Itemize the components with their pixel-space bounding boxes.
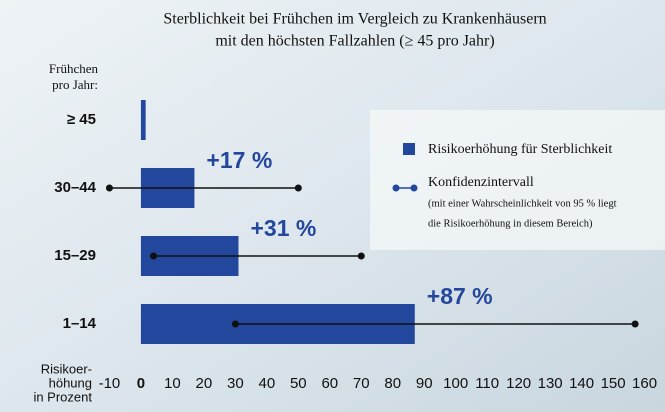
value-label: +31 %: [251, 215, 317, 241]
x-axis-label: höhung: [49, 375, 92, 390]
legend-note: die Risikoerhöhung in diesem Bereich): [428, 218, 593, 229]
value-label: +17 %: [206, 147, 272, 173]
chart: Sterblichkeit bei Frühchen im Vergleich …: [0, 0, 665, 412]
x-tick-label: 150: [601, 375, 626, 392]
x-tick-label: 60: [321, 375, 338, 392]
y-tick-label: 1–14: [63, 315, 97, 332]
x-tick-label: 40: [258, 375, 275, 392]
x-axis-label: Risikoer-: [41, 361, 92, 376]
ci-high-dot: [632, 321, 639, 328]
x-tick-label: 70: [353, 375, 370, 392]
x-axis-label: in Prozent: [33, 389, 92, 404]
ci-high-dot: [358, 253, 365, 260]
x-tick-label: 30: [227, 375, 244, 392]
ci-low-dot: [232, 321, 239, 328]
ci-low-dot: [150, 253, 157, 260]
x-tick-label: 110: [475, 375, 499, 392]
x-tick-label: 90: [416, 375, 433, 392]
legend-swatch: [403, 143, 415, 155]
legend-label: Risikoerhöhung für Sterblichkeit: [428, 142, 612, 157]
y-tick-label: 30–44: [54, 179, 96, 196]
x-tick-label: 140: [569, 375, 594, 392]
y-tick-label: 15–29: [54, 247, 96, 264]
bar: [141, 100, 146, 140]
y-axis-label: pro Jahr:: [52, 77, 98, 92]
x-tick-label: 130: [538, 375, 563, 392]
x-tick-label: 160: [632, 375, 657, 392]
ci-high-dot: [295, 185, 302, 192]
x-tick-label: 20: [196, 375, 213, 392]
page: Sterblichkeit bei Frühchen im Vergleich …: [0, 0, 665, 412]
x-tick-label: 100: [443, 375, 468, 392]
chart-title: Sterblichkeit bei Frühchen im Vergleich …: [163, 11, 546, 28]
legend-ci-dot: [411, 185, 418, 192]
value-label: +87 %: [427, 283, 493, 309]
x-tick-label: -10: [99, 375, 121, 392]
legend-note: (mit einer Wahrscheinlichkeit von 95 % l…: [428, 198, 617, 209]
chart-title: mit den höchsten Fallzahlen (≥ 45 pro Ja…: [215, 33, 494, 50]
legend-ci-dot: [393, 185, 400, 192]
ci-low-dot: [106, 185, 113, 192]
x-tick-label: 50: [290, 375, 307, 392]
x-tick-label: 0: [137, 375, 145, 392]
legend-label: Konfidenzintervall: [428, 175, 534, 190]
y-tick-label: ≥ 45: [67, 111, 96, 128]
x-tick-label: 80: [384, 375, 401, 392]
x-tick-label: 120: [506, 375, 531, 392]
x-tick-label: 10: [164, 375, 181, 392]
y-axis-label: Frühchen: [49, 61, 99, 76]
